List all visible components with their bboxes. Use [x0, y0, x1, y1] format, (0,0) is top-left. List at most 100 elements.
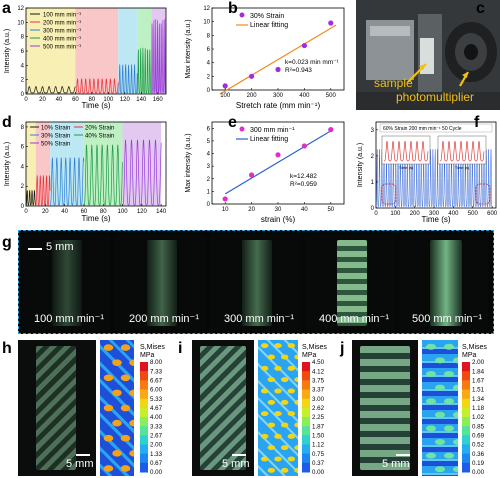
colorbar-tick-label: 1.33	[150, 451, 163, 458]
y-tick-label: 8	[207, 33, 211, 39]
j-scale-text: 5 mm	[382, 458, 410, 470]
stress-spot	[294, 377, 298, 383]
x-tick-label: 100	[390, 211, 401, 217]
data-point	[249, 172, 255, 178]
a-legend-label: 500 mm min⁻¹	[43, 45, 81, 51]
i-colorbar: S,Mises MPa 4.50 4.12 3.75 3.37 3.00 2.62 2.25…	[302, 344, 327, 476]
stress-spot	[443, 398, 455, 405]
colorbar-tick-label: 1.34	[472, 396, 485, 403]
colorbar-segment	[302, 362, 310, 372]
a-xlabel: Time (s)	[81, 101, 110, 110]
y-tick-label: 4	[21, 63, 25, 69]
stress-spot	[274, 388, 282, 394]
colorbar-tick-label: 1.50	[312, 433, 325, 440]
stress-spot	[434, 384, 446, 391]
x-tick-label: 120	[120, 97, 131, 103]
g-caption-1: 100 mm min⁻¹	[34, 313, 104, 325]
colorbar-segment	[302, 389, 310, 400]
colorbar-segment	[302, 371, 310, 381]
apparatus-photo: c sample photomultiplier	[356, 0, 500, 110]
colorbar-segment	[302, 462, 310, 473]
y-tick-label: 4	[21, 164, 25, 170]
stress-spot	[260, 411, 269, 417]
colorbar-segment	[140, 371, 148, 381]
panel-j-photo: 5 mm	[352, 340, 418, 476]
stress-spot	[103, 465, 114, 472]
a-legend-label: 100 mm min⁻¹	[43, 13, 81, 19]
colorbar-segment	[302, 407, 310, 418]
colorbar-segment	[302, 426, 310, 436]
y-tick-label: 3	[371, 128, 375, 134]
sample-glow-3	[242, 240, 272, 326]
y-tick-label: 0	[207, 202, 211, 208]
colorbar-tick-label: 2.00	[150, 442, 163, 449]
stress-spot	[280, 354, 289, 360]
stress-spot	[274, 456, 282, 462]
a-series-line	[118, 64, 138, 94]
g-caption-5: 500 mm min⁻¹	[412, 313, 482, 325]
stress-spot	[287, 433, 296, 439]
x-tick-label: 140	[136, 97, 147, 103]
stress-spot	[103, 374, 114, 382]
colorbar-segment	[140, 435, 148, 445]
i-scale-bar	[232, 454, 246, 456]
f-xlabel: Time (s)	[421, 215, 450, 224]
f-legend-text: 60% Strain 200 mm min⁻¹ 50 Cycle	[383, 126, 462, 132]
a-stage-band	[75, 8, 119, 94]
y-tick-label: 10	[17, 20, 24, 26]
colorbar-segment	[462, 371, 470, 381]
colorbar-segment	[462, 453, 470, 464]
stress-spot	[452, 411, 458, 418]
x-tick-label: 60	[72, 97, 79, 103]
y-tick-label: 2	[207, 74, 211, 80]
data-point	[301, 143, 307, 149]
a-series-line	[26, 86, 76, 94]
b-r2-text: R²=0.943	[285, 67, 312, 74]
j-scale-bar	[396, 454, 410, 456]
a-series-line	[151, 19, 167, 94]
j-stress-pattern	[425, 343, 458, 473]
colorbar-tick-label: 1.51	[472, 387, 485, 394]
colorbar-segment	[140, 362, 148, 372]
colorbar-tick-label: 0.52	[472, 442, 485, 449]
x-tick-label: 400	[448, 211, 459, 217]
stress-spot	[129, 419, 134, 427]
x-tick-label: 20	[39, 97, 46, 103]
stress-spot	[287, 388, 296, 394]
scatter-chart-b: 100 200 300 400 500 0 2 4 6 8 10 12 30% Strain Lin…	[185, 6, 345, 110]
y-tick-label: 0	[21, 204, 25, 210]
colorbar-segment	[302, 417, 310, 427]
g-caption-3: 300 mm min⁻¹	[224, 313, 294, 325]
colorbar-segment	[462, 462, 470, 473]
i-cbar-unit: MPa	[302, 352, 317, 359]
data-point	[222, 196, 228, 202]
panel-a-label: a	[2, 0, 11, 17]
e-xlabel: strain (%)	[261, 215, 296, 224]
stress-spot	[280, 467, 289, 473]
colorbar-tick-label: 3.37	[312, 387, 325, 394]
y-tick-label: 0	[207, 88, 211, 94]
x-tick-label: 140	[156, 209, 167, 215]
luminescence-frame-4: 400 mm min⁻¹	[305, 234, 395, 330]
y-tick-label: 0	[371, 206, 375, 212]
x-tick-label: 10	[222, 207, 229, 213]
g-caption-2: 200 mm min⁻¹	[129, 313, 199, 325]
b-ylabel: Max intensity (a.u.)	[185, 19, 192, 78]
sample-glow-4	[337, 240, 367, 326]
stress-spot	[267, 467, 276, 473]
stress-spot	[280, 377, 289, 383]
y-tick-label: 12	[17, 6, 24, 12]
stress-spot	[267, 354, 276, 360]
stress-spot	[443, 452, 455, 459]
colorbar-segment	[462, 435, 470, 445]
y-tick-label: 2	[21, 78, 25, 84]
colorbar-segment	[140, 417, 148, 427]
x-tick-label: 30	[275, 207, 282, 213]
x-tick-label: 40	[56, 97, 63, 103]
stress-spot	[425, 371, 437, 377]
j-cbar-unit: MPa	[462, 352, 477, 359]
colorbar-tick-label: 1.12	[312, 442, 325, 449]
data-point	[328, 20, 334, 26]
e-ylabel: Max intensity (a.u.)	[185, 133, 192, 192]
x-tick-label: 200	[410, 211, 421, 217]
